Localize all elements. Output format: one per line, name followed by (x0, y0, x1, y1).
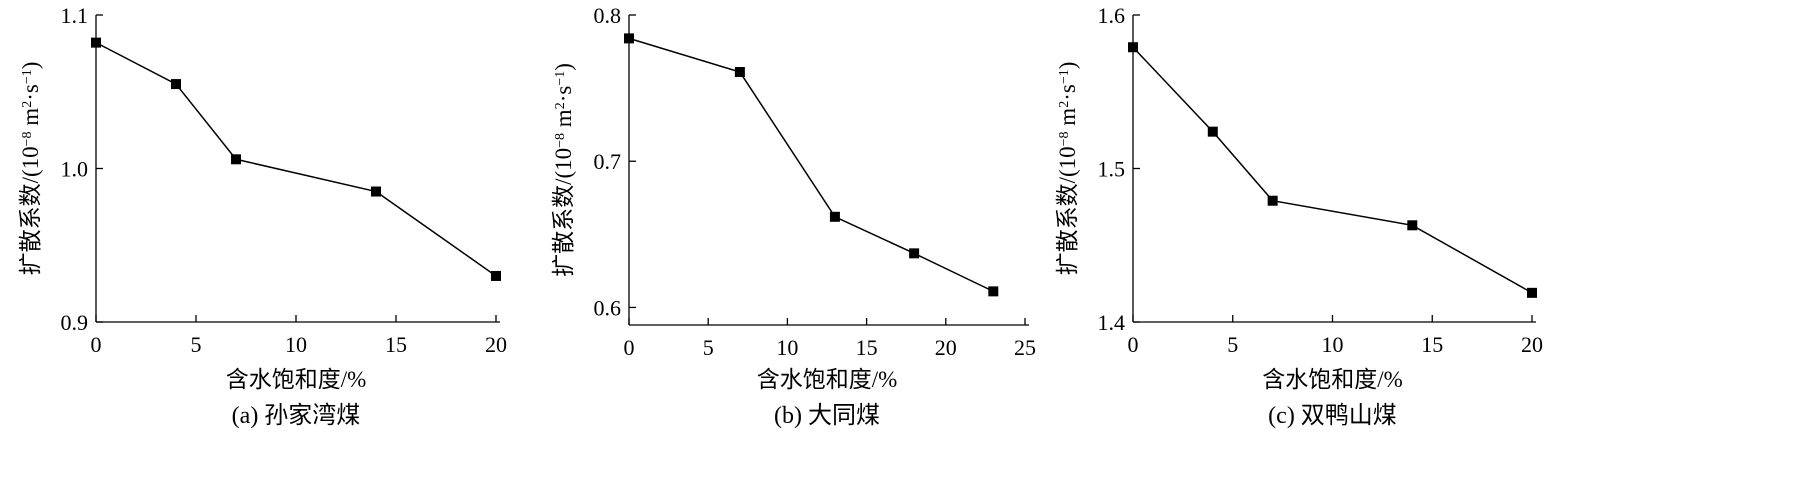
y-axis-label-part: ) (551, 63, 576, 71)
y-axis-label-part: 扩散系数/(10 (18, 146, 43, 275)
y-axis-label-part: ·s (18, 84, 43, 101)
x-tick-label: 15 (385, 332, 407, 357)
data-point (988, 286, 999, 297)
x-tick-label: 20 (1521, 332, 1543, 357)
series-line (95, 41, 497, 277)
y-axis-label-part: −1 (1057, 69, 1072, 84)
y-tick-label: 1.0 (61, 157, 89, 182)
x-axis-label: 含水饱和度/% (757, 367, 898, 392)
y-axis-label-part: ) (1055, 62, 1080, 70)
chart-panel-b: 0.6 0.7 0.8 0 5 10 15 20 25 含水饱和度/% (b) 大同煤 扩散系数/(1… (551, 0, 1200, 504)
y-axis-label: 扩散系数/(10−8 m2·s−1) (551, 63, 576, 277)
x-axis-label: 含水饱和度/% (1262, 367, 1403, 392)
y-axis-label-part: −1 (553, 71, 568, 86)
y-tick-label: 1.6 (1098, 3, 1126, 28)
x-tick-label: 20 (935, 335, 957, 360)
chart-svg-b: 0.6 0.7 0.8 0 5 10 15 20 25 含水饱和度/% (b) 大同煤 扩散系数/(1… (551, 3, 1036, 429)
y-axis-label-part: −8 (20, 131, 35, 146)
data-point (491, 270, 501, 281)
y-tick-label: 0.7 (594, 149, 622, 174)
x-tick-label: 5 (1227, 332, 1238, 357)
y-axis-label-part: ·s (1055, 84, 1080, 101)
y-axis-label-part: ·s (551, 86, 576, 103)
y-axis-label-part: 2 (20, 101, 35, 108)
y-axis-label: 扩散系数/(10−8 m2·s−1) (18, 62, 43, 276)
data-point (1527, 287, 1537, 298)
x-tick-label: 0 (91, 332, 102, 357)
panel-caption: (c) 双鸭山煤 (1268, 402, 1397, 429)
y-tick-label: 1.4 (1098, 310, 1126, 335)
x-axis-label: 含水饱和度/% (226, 367, 367, 392)
data-point (171, 79, 181, 90)
plot-group-c: 1.4 1.5 1.6 0 5 10 15 20 含水饱和度/% (c) 双鸭山煤 扩散系数/(10… (1055, 3, 1543, 429)
y-axis-label-part: 2 (553, 102, 568, 109)
y-axis-label-part: m (1055, 108, 1080, 132)
x-tick-label: 15 (1421, 332, 1443, 357)
chart-panel-c: 1.4 1.5 1.6 0 5 10 15 20 含水饱和度/% (c) 双鸭山煤 扩散系数/(10… (1055, 0, 1799, 504)
x-tick-label: 20 (485, 332, 507, 357)
data-point (91, 37, 101, 48)
x-tick-label: 0 (624, 335, 635, 360)
y-tick-label: 0.6 (594, 295, 622, 320)
x-tick-label: 15 (856, 335, 878, 360)
x-tick-label: 10 (776, 335, 798, 360)
panel-caption: (b) 大同煤 (774, 402, 880, 429)
y-axis-label-part: m (18, 108, 43, 132)
data-point (371, 186, 381, 197)
data-point (624, 33, 634, 44)
chart-panel-a: 0.9 1.0 1.1 0 5 10 15 20 含水饱和度/% (a) 孙家湾煤 扩散系数/(10… (0, 0, 600, 504)
chart-svg-a: 0.9 1.0 1.1 0 5 10 15 20 含水饱和度/% (a) 孙家湾煤 扩散系数/(10… (18, 3, 507, 429)
data-point (1267, 195, 1278, 206)
y-tick-label: 0.8 (594, 3, 622, 28)
y-axis-label-part: −8 (553, 133, 568, 148)
y-tick-label: 1.5 (1098, 157, 1126, 182)
y-axis-label-part: 扩散系数/(10 (1055, 146, 1080, 275)
x-tick-label: 5 (703, 335, 714, 360)
plot-group-a: 0.9 1.0 1.1 0 5 10 15 20 含水饱和度/% (a) 孙家湾煤 扩散系数/(10… (18, 3, 507, 429)
y-axis-label: 扩散系数/(10−8 m2·s−1) (1055, 62, 1080, 276)
data-point (1407, 220, 1418, 231)
data-point (1207, 126, 1218, 137)
data-point (829, 211, 840, 222)
data-point (734, 67, 745, 78)
y-tick-label: 0.9 (61, 310, 89, 335)
y-axis-label-part: ) (18, 62, 43, 70)
panel-caption: (a) 孙家湾煤 (232, 402, 361, 429)
plot-group-b: 0.6 0.7 0.8 0 5 10 15 20 25 含水饱和度/% (b) 大同煤 扩散系数/(1… (551, 3, 1036, 429)
data-point (1128, 42, 1138, 53)
data-point (231, 154, 241, 165)
x-tick-label: 0 (1128, 332, 1139, 357)
data-point (909, 248, 920, 259)
y-axis-label-part: m (551, 109, 576, 133)
y-axis-label-part: −8 (1057, 131, 1072, 146)
x-tick-label: 25 (1014, 335, 1036, 360)
x-tick-label: 5 (191, 332, 202, 357)
chart-svg-c: 1.4 1.5 1.6 0 5 10 15 20 含水饱和度/% (c) 双鸭山煤 扩散系数/(10… (1055, 3, 1543, 429)
y-axis-label-part: 2 (1057, 101, 1072, 108)
series-line (628, 37, 994, 293)
y-axis-label-part: −1 (20, 69, 35, 84)
y-tick-label: 1.1 (61, 3, 89, 28)
x-tick-label: 10 (285, 332, 307, 357)
y-axis-label-part: 扩散系数/(10 (551, 148, 576, 277)
x-tick-label: 10 (1322, 332, 1344, 357)
